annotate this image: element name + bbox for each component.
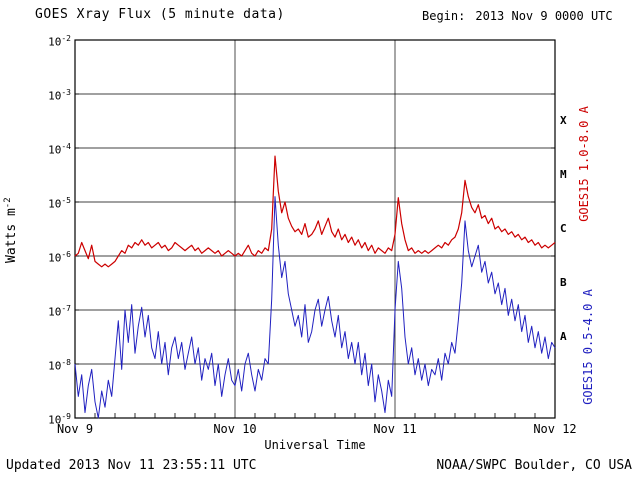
flux-class-letter: B — [560, 276, 567, 289]
begin-value: 2013 Nov 9 0000 UTC — [475, 9, 613, 23]
plot-border — [74, 39, 556, 419]
y-tick-label: 10-8 — [48, 358, 71, 373]
x-axis-title: Universal Time — [264, 438, 366, 452]
y-tick-label: 10-5 — [48, 196, 71, 211]
y-tick-label: 10-3 — [48, 88, 71, 103]
y-tick-label: 10-6 — [48, 250, 71, 265]
y-tick-label: 10-9 — [48, 412, 71, 427]
y-tick-label: 10-4 — [48, 142, 71, 157]
x-tick-label: Nov 12 — [533, 422, 577, 436]
y-axis-title-exponent: -2 — [2, 197, 13, 209]
y-axis-title-text: Watts m — [4, 208, 20, 263]
x-tick-label: Nov 11 — [373, 422, 417, 436]
flux-class-letter: C — [560, 222, 567, 235]
flux-class-letter: X — [560, 114, 567, 127]
x-tick-label: Nov 9 — [56, 422, 94, 436]
series-label-long-channel: GOES15 1.0-8.0 A — [577, 106, 591, 222]
series-label-short-channel: GOES15 0.5-4.0 A — [581, 289, 595, 405]
y-axis-title: Watts m-2 — [3, 155, 19, 305]
updated-timestamp: Updated 2013 Nov 11 23:55:11 UTC — [6, 458, 257, 473]
begin-time: Begin: 2013 Nov 9 0000 UTC — [422, 9, 613, 23]
y-tick-label: 10-7 — [48, 304, 71, 319]
x-tick-label: Nov 10 — [213, 422, 257, 436]
short-channel-trace — [74, 196, 556, 419]
y-tick-label: 10-2 — [48, 34, 71, 49]
long-channel-trace — [74, 155, 556, 268]
flux-class-letter: M — [560, 168, 567, 181]
flux-class-letter: A — [560, 330, 567, 343]
source-attribution: NOAA/SWPC Boulder, CO USA — [436, 458, 632, 473]
begin-label: Begin: — [422, 9, 466, 23]
page-title: GOES Xray Flux (5 minute data) — [35, 7, 285, 22]
